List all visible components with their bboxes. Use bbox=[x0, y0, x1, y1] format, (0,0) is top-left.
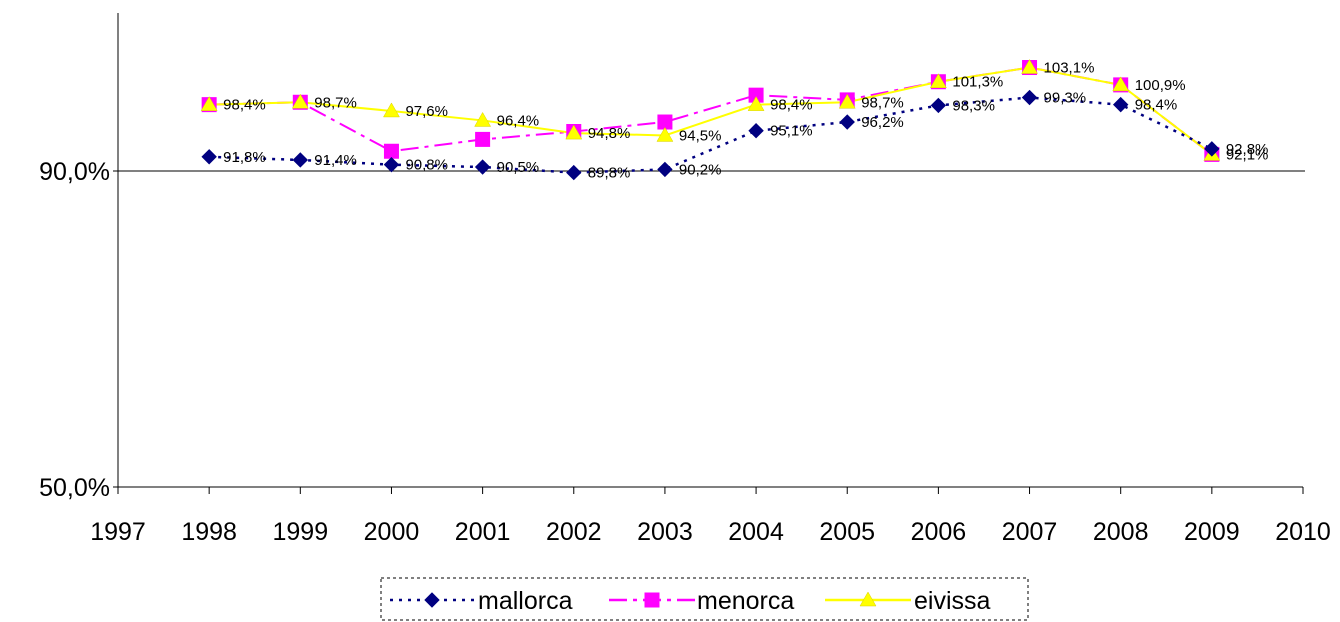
axes: 50,0% 90,0% 1997 1998 1999 2000 2001 2002 2003 20… bbox=[39, 13, 1331, 546]
data-point-mallorca bbox=[657, 161, 673, 178]
data-label-mallorca: 98,4% bbox=[1135, 97, 1178, 114]
series-lines bbox=[209, 66, 1213, 174]
data-point-mallorca bbox=[383, 156, 400, 173]
data-label-mallorca: 90,2% bbox=[679, 161, 722, 178]
data-point-mallorca bbox=[1112, 96, 1129, 113]
data-label-eivissa: 98,4% bbox=[223, 97, 266, 114]
data-point-menorca bbox=[657, 114, 673, 130]
legend-label-menorca: menorca bbox=[697, 587, 794, 615]
data-label-eivissa: 101,3% bbox=[952, 74, 1003, 91]
x-tick-label: 2004 bbox=[728, 518, 784, 546]
data-point-eivissa bbox=[200, 96, 218, 111]
data-label-eivissa: 98,7% bbox=[861, 94, 904, 111]
y-tick-label: 50,0% bbox=[39, 474, 110, 502]
x-tick-label: 2001 bbox=[455, 518, 511, 546]
x-tick-label: 1998 bbox=[181, 518, 237, 546]
x-tick-label: 2007 bbox=[1002, 518, 1058, 546]
x-tick-label: 2000 bbox=[364, 518, 420, 546]
data-point-eivissa bbox=[838, 93, 856, 109]
data-label-mallorca: 89,8% bbox=[588, 165, 631, 182]
data-point-eivissa bbox=[656, 126, 674, 142]
x-tick-label: 1999 bbox=[272, 518, 328, 546]
data-label-mallorca: 98,3% bbox=[952, 97, 995, 114]
data-labels: 91,8% 91,4% 90,8% 90,5% 89,8% 90,2% 95,1% 96,2%… bbox=[223, 60, 1268, 182]
x-tick-label: 2010 bbox=[1275, 518, 1331, 546]
series-line-eivissa bbox=[209, 66, 1213, 156]
data-label-eivissa: 100,9% bbox=[1135, 77, 1186, 94]
x-tick-label: 2008 bbox=[1093, 518, 1149, 546]
x-tick-label: 1997 bbox=[90, 518, 146, 546]
data-label-eivissa: 97,6% bbox=[405, 103, 448, 120]
data-point-mallorca bbox=[566, 164, 582, 181]
data-label-mallorca: 96,2% bbox=[861, 114, 904, 131]
data-point-mallorca bbox=[201, 149, 217, 165]
data-point-menorca bbox=[383, 143, 399, 159]
data-label-mallorca: 99,3% bbox=[1044, 90, 1087, 107]
data-point-mallorca bbox=[1204, 141, 1220, 157]
x-tick-label: 2005 bbox=[819, 518, 875, 546]
legend-marker-menorca bbox=[644, 592, 660, 608]
data-point-eivissa bbox=[565, 124, 583, 140]
x-tick-label: 2006 bbox=[911, 518, 967, 546]
data-label-eivissa: 103,1% bbox=[1044, 60, 1095, 77]
y-tick-label: 90,0% bbox=[39, 158, 110, 186]
legend-marker-eivissa bbox=[859, 591, 877, 607]
x-tick-label: 2003 bbox=[637, 518, 693, 546]
data-label-mallorca: 95,1% bbox=[770, 123, 813, 140]
data-label-eivissa: 98,7% bbox=[314, 94, 357, 111]
data-label-eivissa: 92,1% bbox=[1226, 146, 1269, 163]
series-line-mallorca bbox=[209, 96, 1213, 174]
data-label-eivissa: 94,5% bbox=[679, 127, 722, 144]
data-label-eivissa: 98,4% bbox=[770, 97, 813, 114]
data-point-mallorca bbox=[292, 152, 309, 168]
data-point-mallorca bbox=[748, 123, 764, 139]
data-point-eivissa bbox=[474, 111, 492, 127]
data-point-menorca bbox=[475, 131, 491, 147]
data-point-eivissa bbox=[747, 96, 765, 111]
data-point-mallorca bbox=[839, 114, 855, 130]
data-point-eivissa bbox=[929, 73, 947, 88]
data-label-mallorca: 90,5% bbox=[497, 159, 540, 176]
data-label-mallorca: 91,8% bbox=[223, 149, 266, 166]
x-tick-label: 2002 bbox=[546, 518, 602, 546]
data-point-eivissa bbox=[1021, 59, 1038, 74]
series-markers bbox=[200, 59, 1221, 181]
legend-box bbox=[380, 577, 1029, 621]
legend: mallorca menorca eivissa bbox=[380, 577, 1029, 621]
data-label-mallorca: 90,8% bbox=[405, 157, 448, 174]
data-point-mallorca bbox=[1021, 89, 1038, 106]
legend-label-eivissa: eivissa bbox=[914, 587, 991, 615]
x-tick-label: 2009 bbox=[1184, 518, 1240, 546]
data-label-eivissa: 96,4% bbox=[497, 112, 540, 129]
data-point-eivissa bbox=[383, 102, 400, 118]
data-label-mallorca: 92,8% bbox=[1226, 141, 1269, 158]
data-point-mallorca bbox=[930, 97, 947, 114]
legend-label-mallorca: mallorca bbox=[478, 587, 573, 615]
data-point-mallorca bbox=[474, 159, 491, 175]
legend-marker-mallorca bbox=[424, 592, 440, 608]
data-point-eivissa bbox=[291, 93, 309, 109]
data-point-eivissa bbox=[1112, 76, 1130, 92]
data-label-eivissa: 94,8% bbox=[588, 125, 631, 142]
data-label-mallorca: 91,4% bbox=[314, 152, 357, 169]
